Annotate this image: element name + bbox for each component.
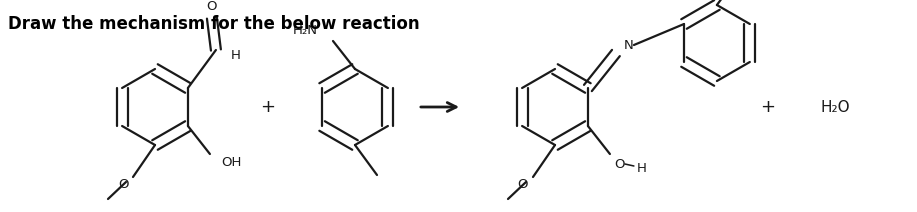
- Text: O: O: [518, 179, 528, 191]
- Text: OH: OH: [222, 155, 242, 169]
- Text: H₂N: H₂N: [293, 25, 317, 38]
- Text: H₂O: H₂O: [820, 99, 850, 114]
- Text: Draw the mechanism for the below reaction: Draw the mechanism for the below reactio…: [8, 15, 420, 33]
- Text: H: H: [231, 49, 241, 61]
- Text: O: O: [117, 179, 128, 191]
- Text: N: N: [624, 39, 634, 52]
- Text: O: O: [206, 0, 217, 13]
- Text: +: +: [260, 98, 275, 116]
- Text: O: O: [614, 158, 625, 170]
- Text: +: +: [760, 98, 776, 116]
- Text: H: H: [637, 162, 646, 174]
